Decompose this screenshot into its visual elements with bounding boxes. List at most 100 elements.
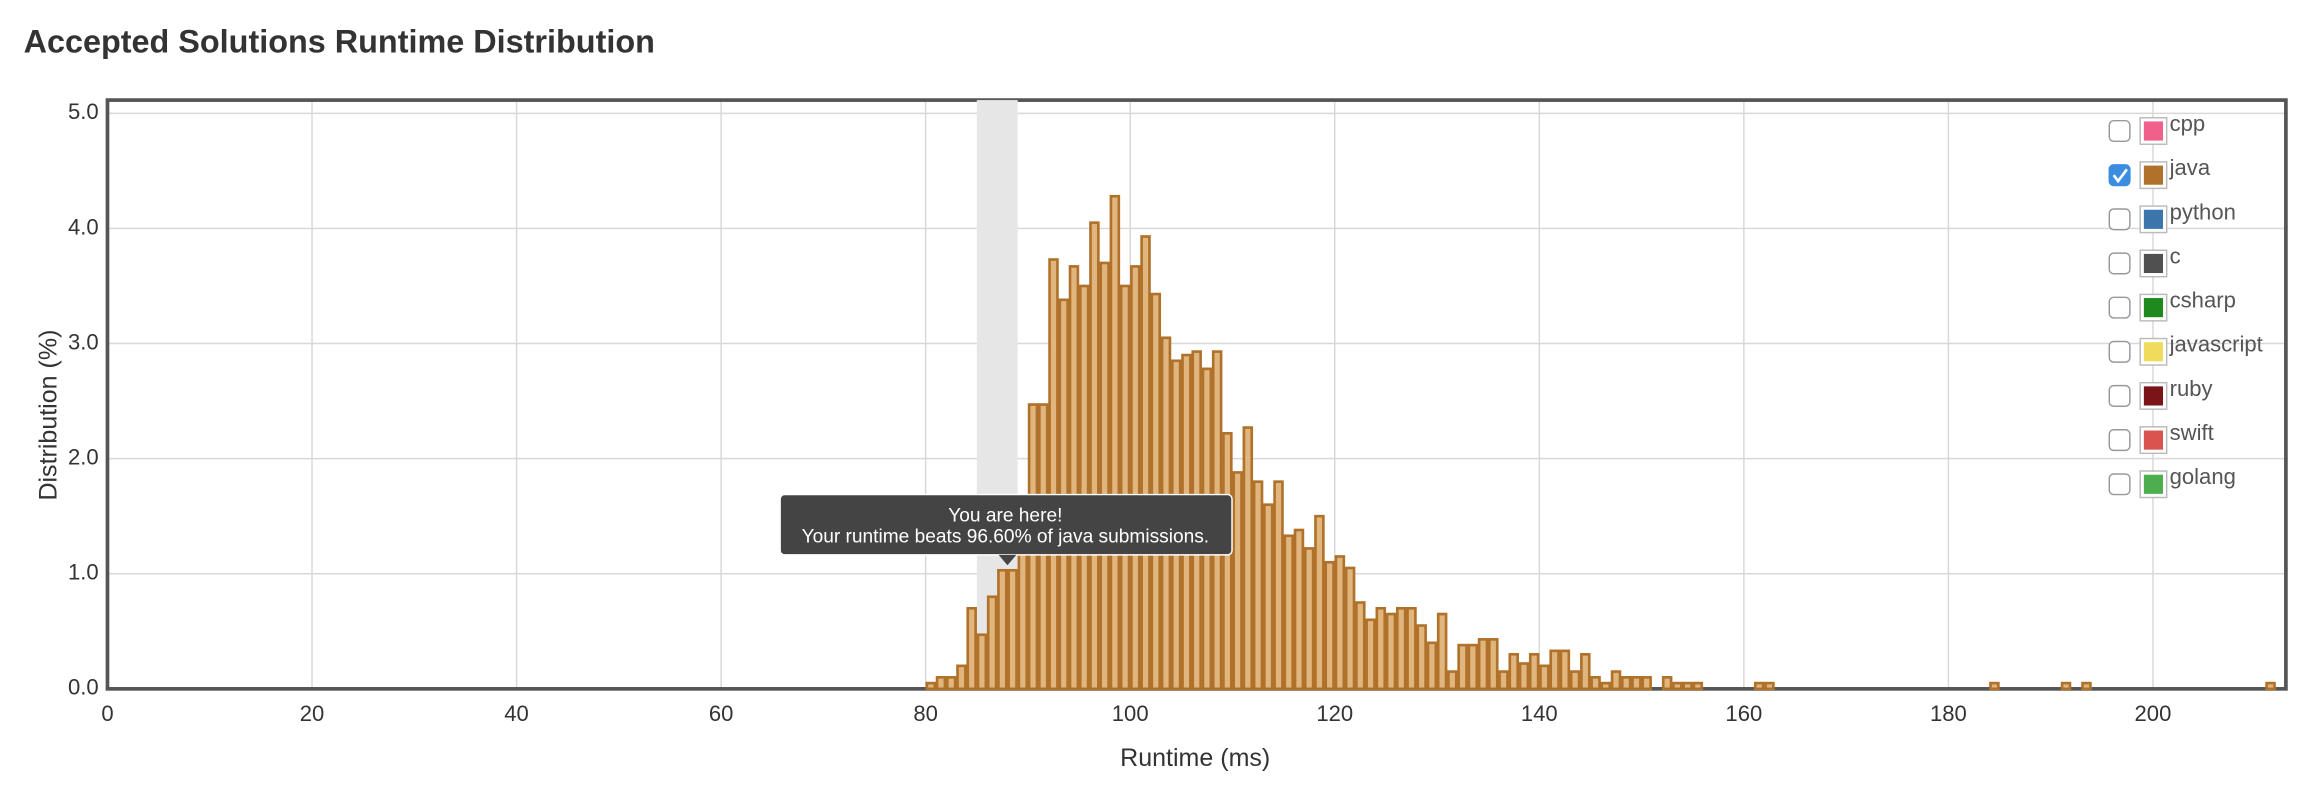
bar <box>1753 681 1765 691</box>
bar <box>997 568 1008 691</box>
bar <box>1682 681 1693 691</box>
bar <box>1692 681 1704 691</box>
bar <box>1549 649 1560 691</box>
legend-swatch <box>2143 430 2163 450</box>
legend-label: python <box>2170 199 2236 224</box>
bar <box>1559 649 1571 691</box>
bar <box>986 595 998 691</box>
bar <box>1273 480 1284 691</box>
bar <box>1119 284 1131 691</box>
bar <box>1242 426 1254 691</box>
legend-swatch <box>2143 209 2163 229</box>
y-axis-label: Distribution (%) <box>35 330 63 501</box>
bar <box>1488 638 1499 691</box>
y-tick-label: 5.0 <box>68 99 99 124</box>
bar <box>925 681 937 691</box>
x-tick-label: 100 <box>1112 701 1149 726</box>
bar <box>1375 606 1387 691</box>
legend-checkbox[interactable] <box>2108 384 2131 407</box>
bar <box>1283 534 1294 691</box>
bar <box>945 676 957 691</box>
x-axis-label: Runtime (ms) <box>1120 744 1270 772</box>
bar <box>1395 606 1407 691</box>
x-tick-label: 160 <box>1725 701 1762 726</box>
legend-checkbox[interactable] <box>2108 429 2131 452</box>
bar <box>1385 612 1397 691</box>
bar <box>1355 601 1366 691</box>
bar <box>1508 652 1519 691</box>
legend-swatch <box>2143 474 2163 494</box>
bar <box>1610 670 1622 691</box>
y-tick-label: 2.0 <box>68 444 99 469</box>
bar <box>1600 681 1612 691</box>
bar <box>1303 547 1315 691</box>
bar <box>1764 681 1775 691</box>
bar <box>1150 292 1162 691</box>
legend-checkbox[interactable] <box>2108 208 2131 231</box>
legend-swatch <box>2143 342 2163 362</box>
y-tick-label: 1.0 <box>68 560 99 585</box>
x-tick-label: 20 <box>300 701 325 726</box>
bar <box>1109 194 1121 691</box>
bar <box>1528 652 1540 691</box>
legend-label: java <box>2169 155 2211 180</box>
x-tick-label: 140 <box>1521 701 1558 726</box>
bar <box>1222 431 1233 691</box>
bar <box>976 633 988 691</box>
bar <box>1498 670 1509 691</box>
bar <box>1263 503 1274 691</box>
bar <box>1467 643 1479 691</box>
tooltip: You are here!Your runtime beats 96.60% o… <box>779 493 1233 566</box>
bar <box>1406 606 1417 691</box>
legend-checkbox[interactable] <box>2108 119 2131 143</box>
bar <box>1590 676 1601 691</box>
bar <box>1620 676 1632 691</box>
legend-label: javascript <box>2169 332 2263 357</box>
bar <box>1017 543 1029 691</box>
bar <box>956 664 967 691</box>
x-tick-label: 200 <box>2135 701 2172 726</box>
legend-swatch <box>2143 386 2163 406</box>
bar <box>2265 681 2276 691</box>
y-tick-label: 3.0 <box>68 329 99 354</box>
y-tick-label: 4.0 <box>68 214 99 239</box>
legend-checkmark <box>2112 168 2128 184</box>
bar <box>1007 568 1018 691</box>
bar <box>1989 681 2000 691</box>
bar <box>1099 261 1110 691</box>
legend-label: golang <box>2170 464 2236 489</box>
legend-checkbox[interactable] <box>2108 164 2131 187</box>
x-tick-label: 60 <box>709 701 734 726</box>
legend-checkbox[interactable] <box>2108 252 2131 275</box>
bar <box>1539 664 1550 691</box>
legend-label: csharp <box>2170 288 2236 313</box>
bar <box>1089 221 1100 691</box>
bar <box>1457 643 1468 691</box>
legend-swatch <box>2143 253 2163 274</box>
tooltip-title: You are here! <box>948 506 1062 527</box>
legend-label: c <box>2170 243 2181 268</box>
bar <box>935 676 947 691</box>
legend-label: swift <box>2170 420 2214 445</box>
bar <box>1365 618 1376 691</box>
tooltip-text: Your runtime beats 96.60% of java submis… <box>802 526 1210 547</box>
bar <box>1641 676 1652 691</box>
legend-checkbox[interactable] <box>2108 340 2131 363</box>
bar <box>1252 480 1264 691</box>
bar <box>1140 235 1151 691</box>
bar <box>1293 528 1305 691</box>
bar <box>1324 560 1335 691</box>
bar <box>1130 265 1141 691</box>
tooltip-arrow <box>998 554 1017 566</box>
legend-checkbox[interactable] <box>2108 296 2131 319</box>
bar <box>2060 681 2072 691</box>
bar <box>1344 566 1356 691</box>
x-tick-label: 0 <box>101 701 113 726</box>
x-tick-label: 180 <box>1930 701 1967 726</box>
legend-label: ruby <box>2170 376 2213 401</box>
legend-checkbox[interactable] <box>2108 473 2131 496</box>
bar <box>1078 284 1090 691</box>
bar <box>1436 612 1448 691</box>
bar <box>1314 514 1325 691</box>
